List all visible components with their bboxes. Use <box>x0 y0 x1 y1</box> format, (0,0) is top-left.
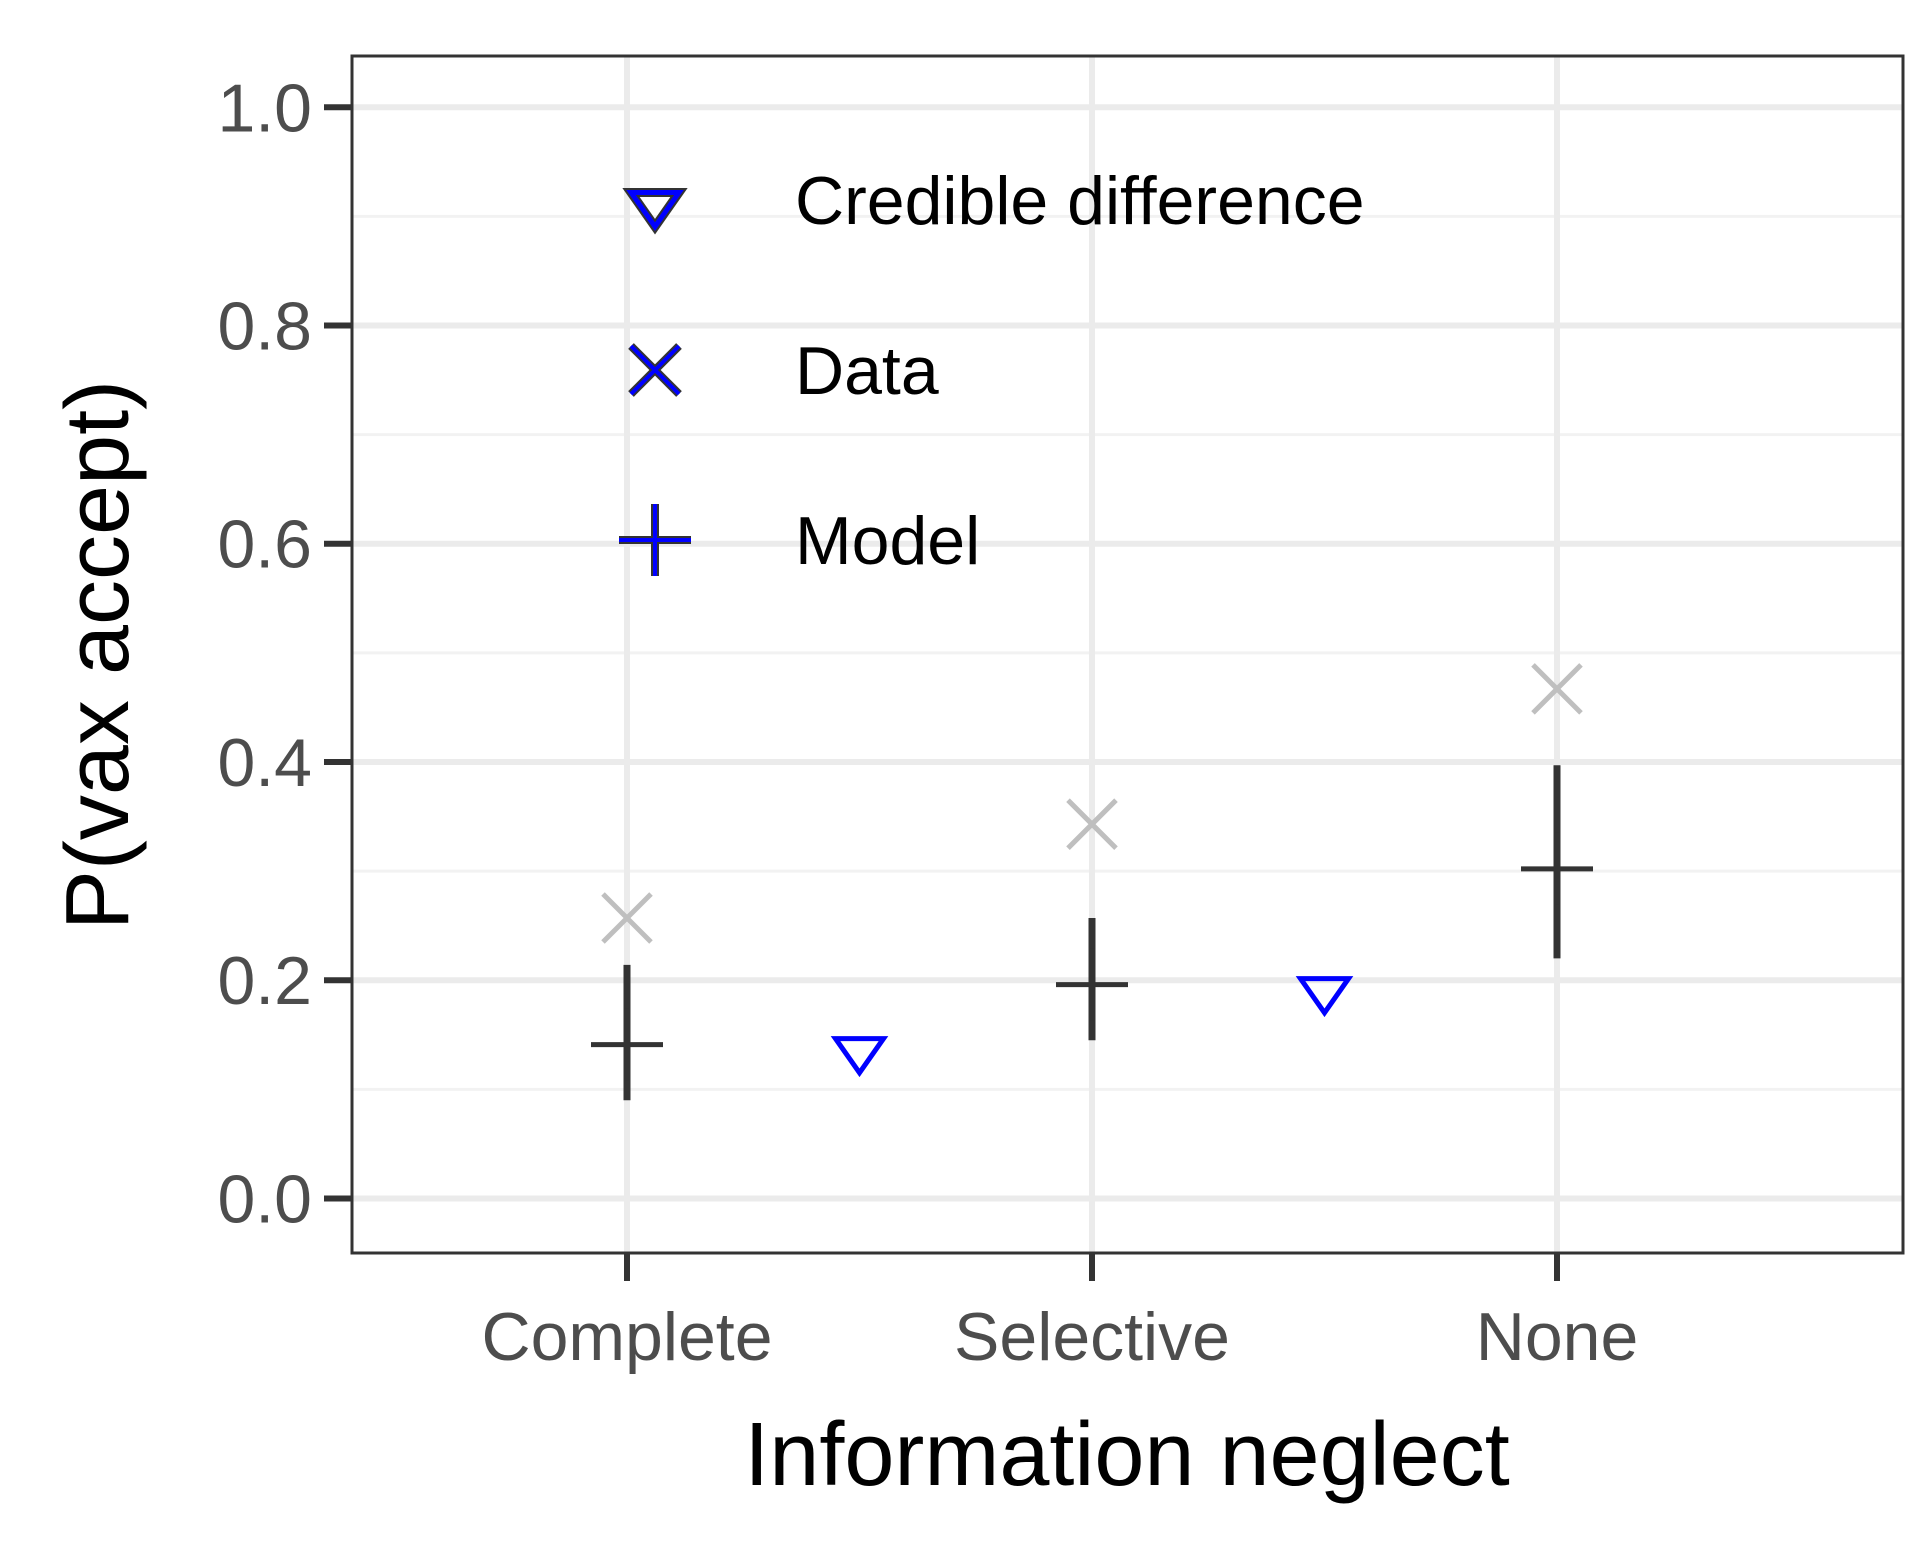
credible-difference-point <box>1295 976 1354 1018</box>
legend-key-shape <box>626 189 684 232</box>
y-tick-label: 0.0 <box>217 1161 312 1237</box>
model-point <box>1521 832 1593 905</box>
y-tick-label: 1.0 <box>217 70 312 146</box>
legend: Credible difference Data Model <box>619 163 1365 579</box>
legend-key-plus <box>619 504 691 576</box>
chart-marks <box>591 663 1593 1101</box>
data-point <box>1531 663 1583 715</box>
legend-key-triangle-down <box>622 187 688 235</box>
x-tick-label: None <box>1476 1299 1639 1375</box>
x-axis-title: Information neglect <box>744 1405 1509 1505</box>
x-stroke <box>1066 798 1118 850</box>
y-axis-title: P(vax accept) <box>48 380 148 930</box>
legend-key-x <box>628 343 682 397</box>
model-point <box>1056 948 1128 1021</box>
series-model <box>591 765 1593 1101</box>
data-point <box>601 892 653 944</box>
y-tick-label: 0.4 <box>217 725 312 801</box>
y-tick-label: 0.8 <box>217 289 312 365</box>
series-data <box>601 663 1583 944</box>
legend-key-shape <box>619 504 691 576</box>
credible-difference-point <box>830 1036 889 1078</box>
model-point <box>591 1008 663 1081</box>
axes: 0.0 0.2 0.4 0.6 0.8 1.0 Complete Selective None <box>217 70 1638 1375</box>
legend-label: Model <box>795 503 980 579</box>
series-credible-difference <box>830 976 1354 1078</box>
plot-panel <box>352 56 1903 1253</box>
data-point <box>1066 798 1118 850</box>
x-tick-label: Selective <box>954 1299 1230 1375</box>
legend-key-shape <box>629 344 681 396</box>
x-tick-label: Complete <box>481 1299 772 1375</box>
grid-lines <box>352 56 1903 1253</box>
y-tick-label: 0.2 <box>217 943 312 1019</box>
legend-label: Credible difference <box>795 163 1365 239</box>
x-stroke <box>1531 663 1583 715</box>
x-stroke <box>601 892 653 944</box>
x-stroke <box>629 344 681 396</box>
y-tick-label: 0.6 <box>217 507 312 583</box>
legend-label: Data <box>795 333 939 409</box>
plot-border <box>350 54 1905 1255</box>
